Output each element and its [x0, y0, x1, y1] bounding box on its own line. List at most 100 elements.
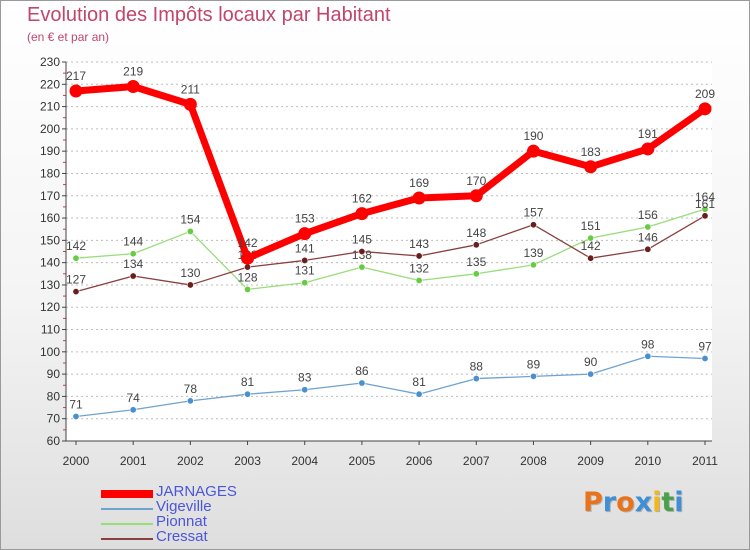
data-point-vigeville — [72, 412, 80, 420]
data-label-vigeville: 98 — [641, 337, 655, 351]
data-label-pionnat: 131 — [295, 264, 315, 278]
data-label-jarnages: 211 — [181, 82, 200, 96]
x-tick-label: 2002 — [177, 454, 204, 468]
data-label-jarnages: 153 — [295, 212, 315, 226]
data-label-pionnat: 144 — [123, 235, 143, 249]
y-tick-label: 60 — [47, 434, 61, 448]
series-line-pionnat — [75, 208, 706, 291]
series-line-jarnages — [72, 83, 709, 262]
data-point-cressat — [415, 252, 423, 260]
logo-letter: o — [616, 487, 635, 518]
x-tick-label: 2003 — [234, 454, 261, 468]
data-point-jarnages — [355, 207, 369, 221]
data-label-cressat: 143 — [409, 237, 429, 251]
legend-swatch — [101, 490, 153, 498]
data-label-vigeville: 88 — [470, 360, 484, 374]
data-point-vigeville — [472, 375, 480, 383]
data-point-pionnat — [186, 227, 194, 235]
logo-letter: x — [634, 487, 653, 518]
data-label-cressat: 127 — [66, 273, 86, 287]
x-tick-label: 2001 — [120, 454, 147, 468]
legend-swatch — [101, 508, 153, 510]
series-line-vigeville — [75, 355, 706, 418]
data-label-vigeville: 81 — [241, 375, 255, 389]
data-label-vigeville: 83 — [298, 371, 312, 385]
data-point-vigeville — [358, 379, 366, 387]
data-point-jarnages — [412, 191, 426, 205]
data-label-pionnat: 128 — [238, 270, 258, 284]
y-tick-label: 120 — [40, 300, 60, 314]
x-tick-label: 2008 — [520, 454, 547, 468]
data-label-jarnages: 169 — [409, 176, 429, 190]
data-label-jarnages: 209 — [695, 87, 715, 101]
data-point-pionnat — [529, 261, 537, 269]
logo-letter: P — [583, 487, 603, 518]
data-label-jarnages: 219 — [123, 65, 143, 79]
data-label-cressat: 157 — [523, 206, 543, 220]
y-tick-label: 140 — [40, 256, 60, 270]
x-tick-label: 2006 — [406, 454, 433, 468]
legend-label: Cressat — [156, 528, 208, 545]
data-point-pionnat — [129, 250, 137, 258]
data-label-jarnages: 183 — [581, 145, 601, 159]
data-point-cressat — [129, 272, 137, 280]
data-label-vigeville: 97 — [698, 340, 712, 354]
data-label-jarnages: 191 — [638, 127, 658, 141]
logo-letter: t — [661, 487, 675, 518]
data-label-vigeville: 86 — [355, 364, 369, 378]
data-label-cressat: 134 — [123, 257, 143, 271]
logo-letter: i — [674, 487, 684, 518]
y-tick-label: 180 — [40, 166, 60, 180]
data-point-pionnat — [301, 279, 309, 287]
y-tick-label: 160 — [40, 211, 60, 225]
legend-swatch — [101, 538, 153, 540]
data-point-cressat — [358, 248, 366, 256]
data-point-cressat — [72, 288, 80, 296]
y-tick-label: 100 — [40, 345, 60, 359]
y-tick-label: 200 — [40, 122, 60, 136]
legend-label: Pionnat — [156, 513, 207, 530]
proxiti-logo: Proxiti — [583, 487, 684, 518]
data-point-vigeville — [415, 390, 423, 398]
x-tick-label: 2009 — [577, 454, 604, 468]
chart-title: Evolution des Impôts locaux par Habitant — [27, 4, 391, 26]
data-point-jarnages — [469, 189, 483, 203]
data-label-jarnages: 170 — [466, 174, 486, 188]
data-point-cressat — [587, 254, 595, 262]
data-point-vigeville — [129, 406, 137, 414]
x-tick-label: 2005 — [349, 454, 376, 468]
data-point-cressat — [186, 281, 194, 289]
x-tick-label: 2000 — [63, 454, 90, 468]
data-point-jarnages — [584, 160, 598, 174]
data-point-jarnages — [241, 251, 255, 265]
legend-label: JARNAGES — [156, 483, 237, 500]
data-label-cressat: 130 — [180, 266, 200, 280]
y-tick-label: 150 — [40, 233, 60, 247]
data-label-pionnat: 135 — [466, 255, 486, 269]
y-tick-label: 210 — [40, 100, 60, 114]
data-label-cressat: 145 — [352, 233, 372, 247]
y-tick-label: 230 — [40, 55, 60, 69]
data-point-cressat — [244, 263, 252, 271]
data-label-cressat: 146 — [638, 230, 658, 244]
data-point-jarnages — [698, 102, 712, 116]
plot-area — [66, 62, 712, 441]
data-point-pionnat — [644, 223, 652, 231]
data-point-pionnat — [72, 254, 80, 262]
data-label-vigeville: 78 — [184, 382, 198, 396]
data-point-cressat — [301, 256, 309, 264]
data-label-pionnat: 139 — [523, 246, 543, 260]
y-tick-label: 190 — [40, 144, 60, 158]
y-tick-label: 70 — [47, 412, 61, 426]
x-tick-label: 2007 — [463, 454, 490, 468]
data-label-jarnages: 217 — [66, 69, 86, 83]
data-label-pionnat: 164 — [695, 190, 715, 204]
y-tick-label: 220 — [40, 77, 60, 91]
data-point-cressat — [529, 221, 537, 229]
data-point-vigeville — [529, 372, 537, 380]
y-tick-label: 90 — [47, 367, 61, 381]
logo-letter: r — [602, 487, 617, 518]
data-point-pionnat — [358, 263, 366, 271]
data-point-vigeville — [644, 352, 652, 360]
